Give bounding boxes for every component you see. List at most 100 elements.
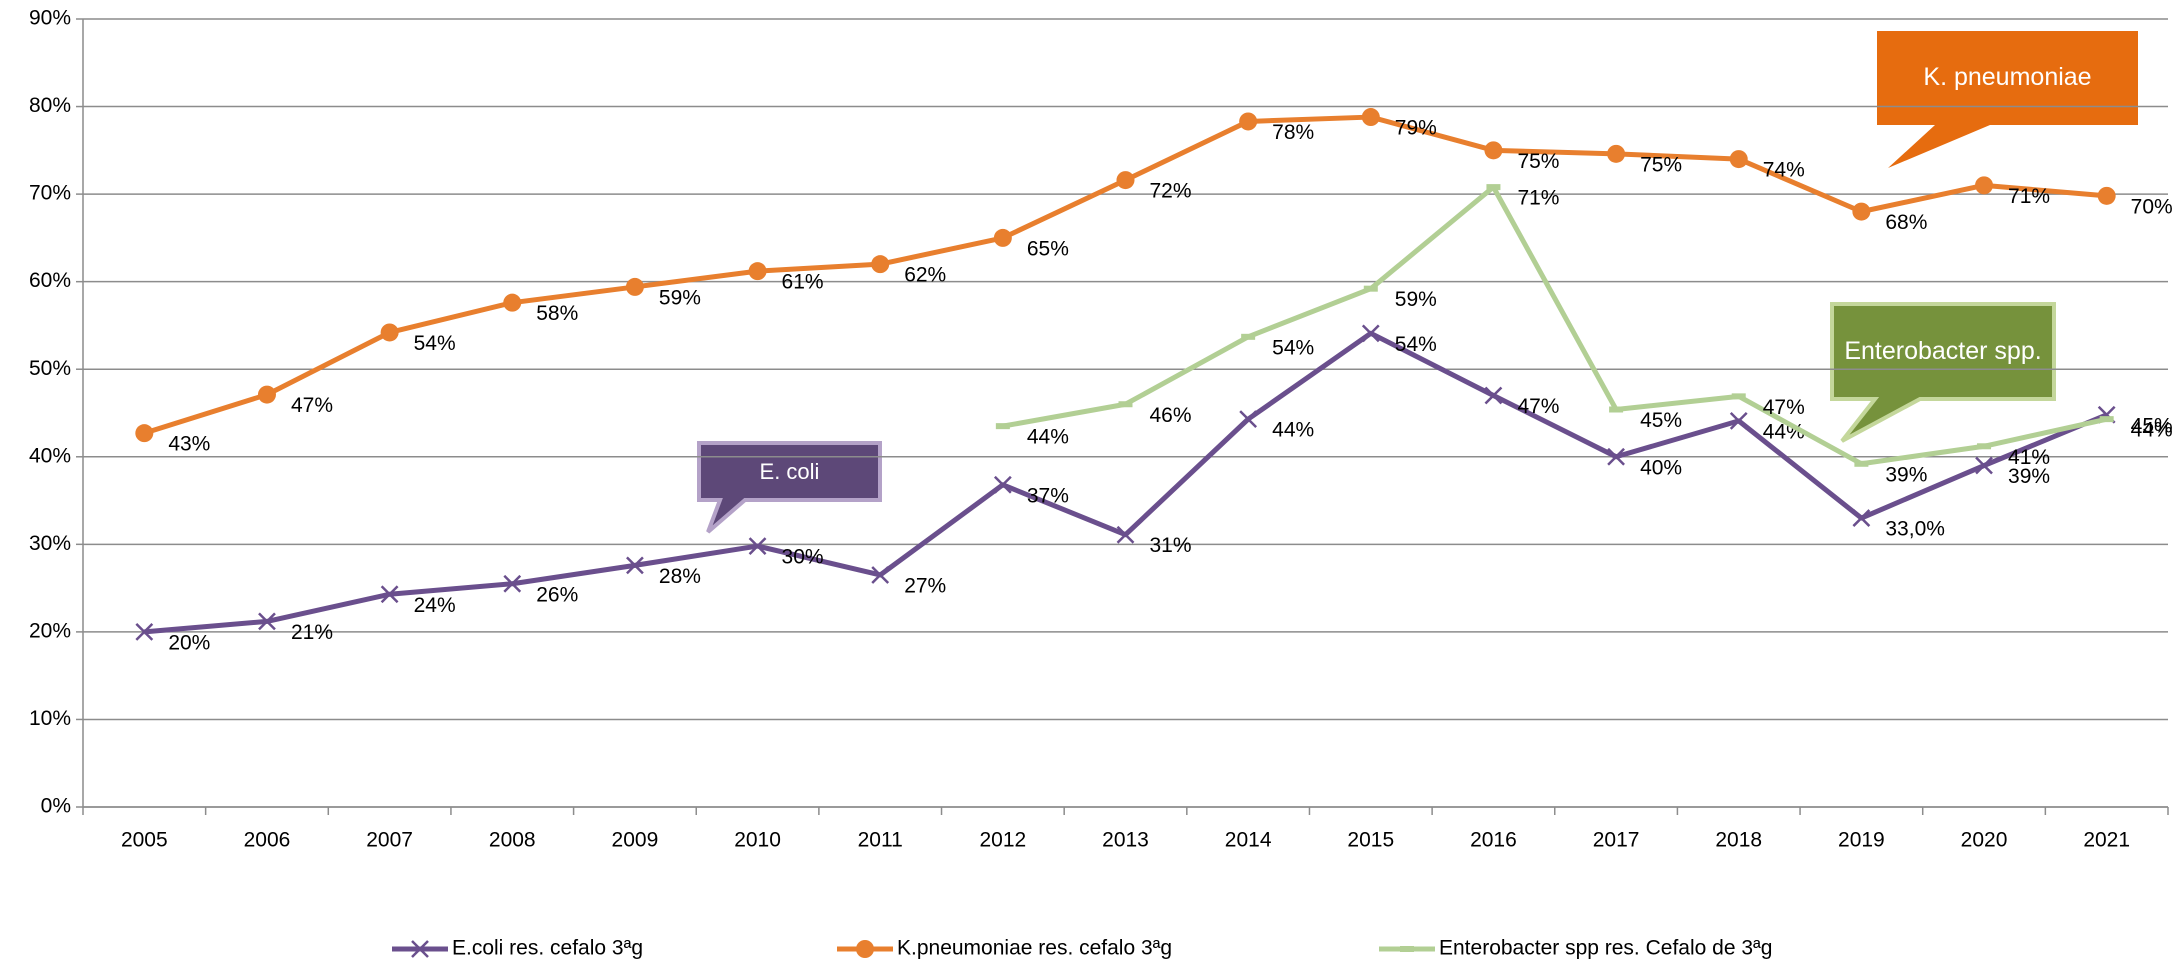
marker [1729, 150, 1748, 169]
marker [748, 537, 767, 555]
x-tick-label: 2021 [2083, 829, 2130, 852]
marker [871, 566, 890, 584]
data-label: 43% [168, 433, 210, 456]
data-label: 78% [1272, 121, 1314, 144]
marker [995, 423, 1010, 430]
marker [1975, 456, 1993, 475]
x-tick-label: 2008 [489, 829, 536, 852]
y-tick-label: 90% [29, 7, 71, 30]
marker [748, 262, 767, 281]
data-label: 58% [536, 302, 578, 325]
data-label: 41% [2008, 446, 2050, 469]
marker [1609, 406, 1624, 413]
y-tick-label: 80% [29, 94, 71, 117]
data-label: 65% [1027, 237, 1069, 260]
data-label: 28% [659, 565, 701, 588]
x-tick-label: 2011 [858, 829, 903, 852]
data-label: 74% [1763, 159, 1805, 182]
marker [2099, 416, 2114, 423]
data-label: 26% [536, 583, 578, 606]
marker [1239, 112, 1258, 131]
data-label: 27% [904, 575, 946, 598]
marker [2097, 186, 2116, 205]
y-tick-label: 10% [29, 707, 71, 730]
data-label: 47% [291, 394, 333, 417]
legend-label: Enterobacter spp res. Cefalo de 3ªg [1439, 937, 1772, 960]
x-tick-label: 2007 [366, 829, 413, 852]
marker [1116, 171, 1135, 190]
marker [1239, 410, 1258, 429]
marker [257, 385, 276, 404]
data-label: 47% [1763, 396, 1805, 419]
x-tick-label: 2017 [1593, 829, 1640, 852]
series-line [143, 114, 2107, 436]
marker [1852, 509, 1871, 527]
callout-shape [697, 441, 882, 534]
data-label: 37% [1027, 484, 1069, 507]
data-label: 71% [2008, 185, 2050, 208]
data-label: 79% [1395, 117, 1437, 140]
legend-marker [411, 940, 429, 958]
marker [871, 255, 890, 274]
y-tick-label: 60% [29, 269, 71, 292]
x-tick-label: 2014 [1225, 829, 1272, 852]
marker [1118, 401, 1133, 408]
data-label: 31% [1150, 534, 1192, 557]
marker [1361, 108, 1380, 127]
legend-marker [1400, 946, 1414, 952]
y-tick-label: 0% [41, 795, 71, 818]
marker [1241, 333, 1256, 340]
x-tick-label: 2018 [1715, 829, 1762, 852]
marker [1852, 202, 1871, 221]
data-label: 45% [1640, 409, 1682, 432]
data-label: 59% [659, 286, 701, 309]
x-tick-label: 2015 [1347, 829, 1394, 852]
legend-label: K.pneumoniae res. cefalo 3ªg [897, 937, 1172, 960]
data-label: 59% [1395, 288, 1437, 311]
data-label: 44% [1272, 419, 1314, 442]
data-label: 68% [1885, 211, 1927, 234]
data-label: 46% [1150, 404, 1192, 427]
legend-label: E.coli res. cefalo 3ªg [452, 937, 643, 960]
x-tick-label: 2012 [979, 829, 1026, 852]
marker [993, 228, 1012, 247]
data-label: 71% [1517, 187, 1559, 210]
x-tick-label: 2019 [1838, 829, 1885, 852]
y-tick-label: 70% [29, 182, 71, 205]
data-label: 30% [782, 546, 824, 569]
data-label: 40% [1640, 456, 1682, 479]
marker [993, 475, 1012, 494]
data-label: 54% [1272, 336, 1314, 359]
marker [1607, 447, 1625, 466]
marker [1854, 460, 1869, 467]
y-tick-label: 40% [29, 444, 71, 467]
x-tick-label: 2005 [121, 829, 168, 852]
data-label: 72% [1150, 180, 1192, 203]
data-label: 21% [291, 621, 333, 644]
marker [1607, 144, 1626, 163]
marker [1486, 184, 1501, 191]
marker [1731, 393, 1746, 400]
x-tick-label: 2016 [1470, 829, 1517, 852]
data-label: 39% [2008, 465, 2050, 488]
marker [503, 574, 522, 593]
callout-text: E. coli [759, 458, 820, 484]
marker [625, 277, 644, 296]
marker [1975, 176, 1994, 195]
callout-shape [1877, 31, 2138, 168]
data-label: 45% [2131, 414, 2173, 437]
marker [503, 293, 522, 312]
data-label: 75% [1517, 150, 1559, 173]
x-tick-label: 2009 [612, 829, 659, 852]
data-label: 24% [414, 594, 456, 617]
data-label: 39% [1885, 463, 1927, 486]
marker [1484, 386, 1503, 405]
callout-text: K. pneumoniae [1923, 63, 2092, 92]
data-label: 33,0% [1885, 518, 1945, 541]
y-tick-label: 20% [29, 619, 71, 642]
marker [626, 556, 644, 575]
marker [1116, 525, 1135, 544]
series-line [1002, 184, 2108, 467]
marker [258, 612, 276, 631]
